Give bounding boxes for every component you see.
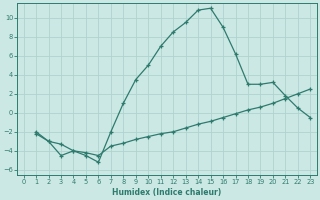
X-axis label: Humidex (Indice chaleur): Humidex (Indice chaleur) — [112, 188, 221, 197]
